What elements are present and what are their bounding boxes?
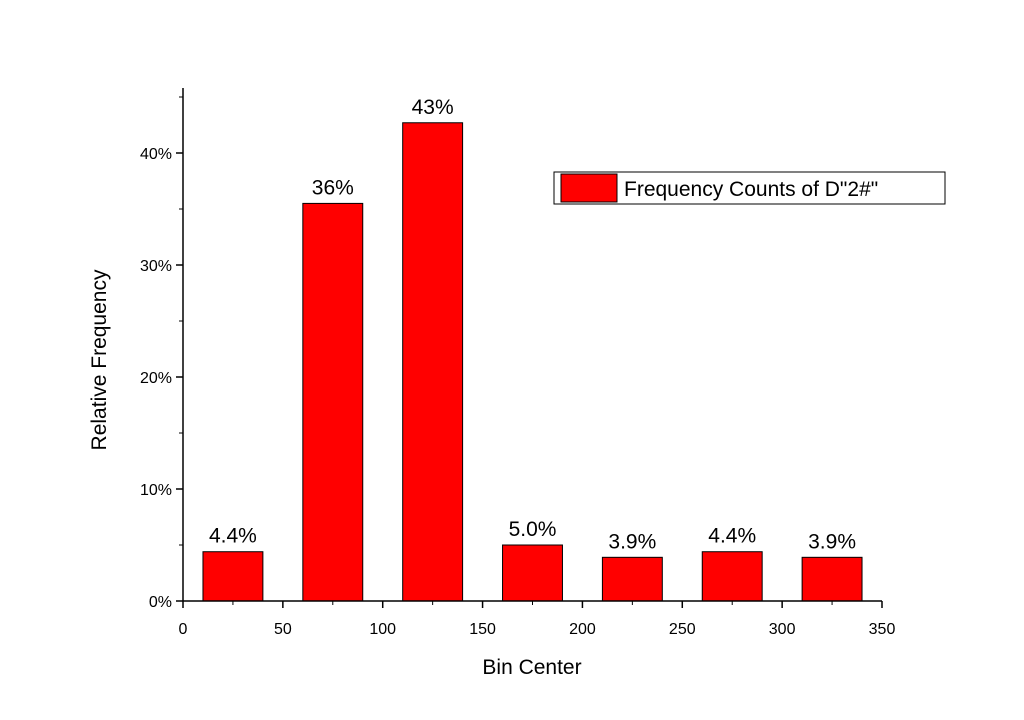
bar-value-label-4: 3.9% <box>608 530 656 553</box>
y-tick-label: 40% <box>140 146 172 163</box>
x-tick-label: 300 <box>769 621 796 638</box>
bars-group <box>202 122 863 602</box>
bar-value-label-1: 36% <box>312 176 354 199</box>
bar-bin-5 <box>701 551 763 602</box>
bar-bin-3 <box>502 544 563 602</box>
y-tick-label: 30% <box>140 258 172 275</box>
y-tick-label: 20% <box>140 370 172 387</box>
x-tick-label: 0 <box>179 621 188 638</box>
y-tick-label: 0% <box>149 594 172 611</box>
bar-bin-1 <box>302 202 364 602</box>
y-ticks-group: 0% 10% 20% 30% 40% <box>140 96 183 611</box>
bar-value-label-6: 3.9% <box>808 530 856 553</box>
x-tick-label: 350 <box>869 621 896 638</box>
x-tick-label: 50 <box>274 621 292 638</box>
legend-label: Frequency Counts of D"2#" <box>624 178 878 201</box>
bar-value-label-2: 43% <box>412 96 454 119</box>
x-ticks-group: 0 50 100 150 200 250 300 350 <box>179 601 896 638</box>
legend-swatch <box>560 173 618 203</box>
y-tick-label: 10% <box>140 482 172 499</box>
x-tick-label: 150 <box>469 621 496 638</box>
bar-value-label-3: 5.0% <box>509 518 557 541</box>
x-tick-label: 200 <box>569 621 596 638</box>
axes-group: 0% 10% 20% 30% 40% 0 50 100 150 200 250 300 350 <box>140 88 895 638</box>
legend: Frequency Counts of D"2#" <box>553 171 946 205</box>
legend-box <box>553 171 946 205</box>
x-axis-title: Bin Center <box>482 656 581 679</box>
data-labels-group: 4.4% 36% 43% 5.0% 3.9% 4.4% 3.9% <box>209 96 856 554</box>
bar-bin-0 <box>202 551 264 602</box>
x-tick-label: 250 <box>669 621 696 638</box>
bar-bin-2 <box>402 122 464 602</box>
bar-bin-4 <box>601 556 663 602</box>
bar-value-label-0: 4.4% <box>209 525 257 548</box>
x-tick-label: 100 <box>369 621 396 638</box>
bar-value-label-5: 4.4% <box>708 525 756 548</box>
y-axis-title: Relative Frequency <box>88 269 111 450</box>
bar-bin-6 <box>801 556 863 602</box>
